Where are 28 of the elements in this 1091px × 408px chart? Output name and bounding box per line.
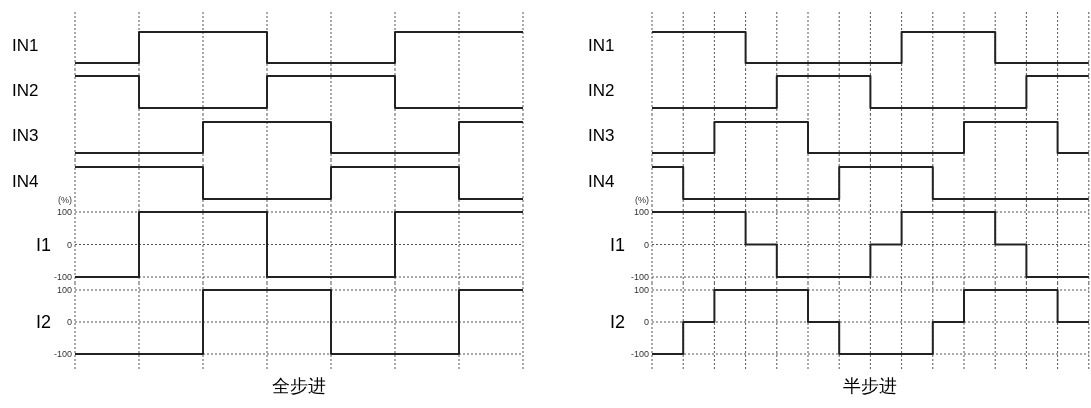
y-tick-label: 100 (633, 285, 649, 296)
y-tick-label: 100 (56, 207, 72, 218)
y-axis-title: IN2 (12, 80, 39, 100)
y-tick-label: 0 (66, 239, 72, 250)
annotation: (%) (635, 195, 649, 205)
y-tick-label: 100 (633, 207, 649, 218)
y-tick-label: -100 (630, 349, 649, 360)
y-tick-label: 100 (56, 285, 72, 296)
y-axis-title: IN4 (12, 171, 39, 191)
y-tick-label: -100 (53, 272, 72, 283)
y-tick-label: 0 (643, 239, 649, 250)
y-axis-title: I1 (610, 234, 626, 255)
y-axis-title: IN4 (588, 171, 615, 191)
y-axis-title: I2 (610, 312, 626, 333)
y-tick-label: -100 (53, 349, 72, 360)
y-tick-label: 0 (643, 317, 649, 328)
y-axis-title: I1 (36, 234, 52, 255)
y-axis-title: IN1 (12, 36, 39, 56)
y-axis-title: IN3 (12, 126, 39, 146)
annotation: (%) (58, 195, 72, 205)
y-axis-title: I2 (36, 312, 52, 333)
y-axis-title: IN3 (588, 126, 615, 146)
text: 半步进 (843, 376, 898, 396)
y-axis-title: IN1 (588, 36, 615, 56)
y-tick-label: -100 (630, 272, 649, 283)
y-tick-label: 0 (66, 317, 72, 328)
y-axis-title: IN2 (588, 80, 615, 100)
text: 全步进 (272, 376, 326, 396)
